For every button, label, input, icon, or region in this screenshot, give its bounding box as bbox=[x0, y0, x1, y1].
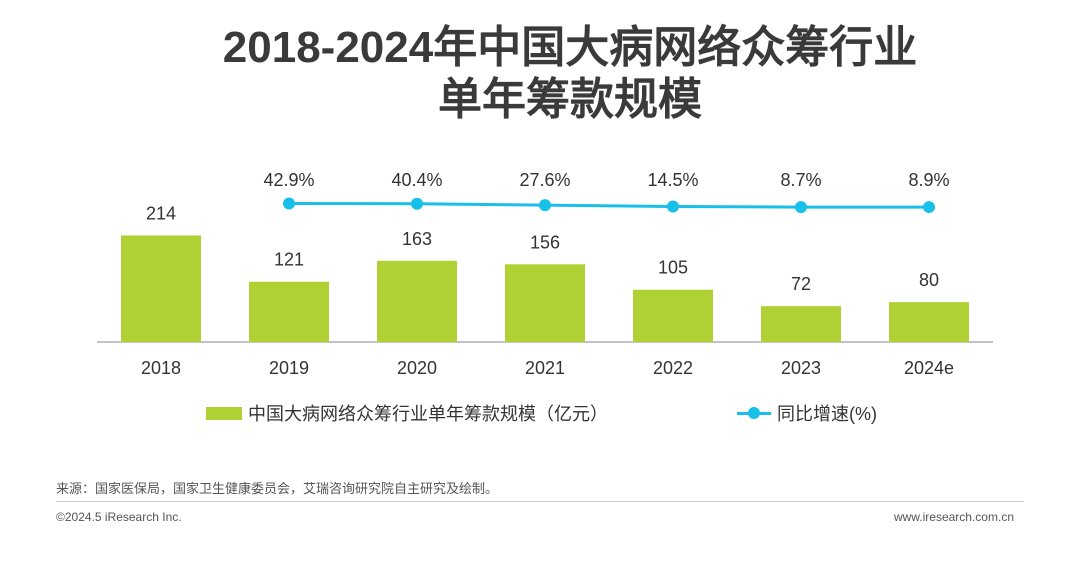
website-link[interactable]: www.iresearch.com.cn bbox=[893, 510, 1014, 524]
source-note: 来源：国家医保局，国家卫生健康委员会，艾瑞咨询研究院自主研究及绘制。 bbox=[56, 481, 499, 496]
chart-title-line-2: 单年筹款规模 bbox=[438, 75, 702, 124]
legend-bar-swatch bbox=[206, 406, 242, 420]
x-tick-label-2020: 2020 bbox=[397, 358, 437, 378]
bar-value-label-2024e: 80 bbox=[919, 270, 939, 290]
growth-point-2023 bbox=[795, 201, 807, 214]
x-tick-label-2024e: 2024e bbox=[904, 358, 954, 378]
x-tick-label-2018: 2018 bbox=[141, 358, 181, 378]
bar-2022 bbox=[633, 289, 713, 342]
bar-value-label-2020: 163 bbox=[402, 229, 432, 249]
legend-line-marker-icon bbox=[737, 406, 771, 419]
bar-2023 bbox=[761, 306, 841, 342]
legend-line-label: 同比增速(%) bbox=[777, 404, 877, 424]
legend-bar-label: 中国大病网络众筹行业单年筹款规模（亿元） bbox=[248, 404, 608, 424]
growth-label-2024e: 8.9% bbox=[908, 170, 949, 190]
x-tick-label-2023: 2023 bbox=[781, 358, 821, 378]
bar-value-label-2019: 121 bbox=[274, 250, 304, 270]
bar-value-label-2023: 72 bbox=[791, 274, 811, 294]
chart-plot: 214 2018 121 2019 163 2020 156 2021 105 2022 72 202… bbox=[97, 170, 993, 378]
growth-label-2021: 27.6% bbox=[519, 170, 570, 190]
growth-label-2022: 14.5% bbox=[647, 170, 698, 190]
growth-label-2023: 8.7% bbox=[780, 170, 821, 190]
growth-point-2019 bbox=[283, 197, 295, 210]
copyright-text: ©2024.5 iResearch Inc. bbox=[56, 510, 182, 524]
growth-point-2024e bbox=[923, 201, 935, 214]
legend-item-bar: 中国大病网络众筹行业单年筹款规模（亿元） bbox=[206, 400, 608, 426]
growth-point-2020 bbox=[411, 197, 423, 210]
chart-title: 2018-2024年中国大病网络众筹行业 单年筹款规模 bbox=[0, 22, 1080, 126]
growth-point-2021 bbox=[539, 199, 551, 212]
growth-label-2020: 40.4% bbox=[391, 170, 442, 190]
footer-divider bbox=[56, 501, 1024, 502]
bar-value-label-2022: 105 bbox=[658, 258, 688, 278]
x-tick-label-2021: 2021 bbox=[525, 358, 565, 378]
chart-title-line-1: 2018-2024年中国大病网络众筹行业 bbox=[222, 23, 918, 72]
bar-2018 bbox=[121, 235, 201, 342]
bar-2019 bbox=[249, 281, 329, 342]
bar-2020 bbox=[377, 260, 457, 342]
bar-2024e bbox=[889, 302, 969, 342]
x-tick-label-2022: 2022 bbox=[653, 358, 693, 378]
growth-rate-line bbox=[288, 201, 930, 209]
growth-point-2022 bbox=[667, 200, 679, 213]
bar-value-label-2018: 214 bbox=[146, 203, 176, 223]
legend-item-line: 同比增速(%) bbox=[737, 400, 877, 426]
bar-value-label-2021: 156 bbox=[530, 232, 560, 252]
growth-label-2019: 42.9% bbox=[263, 170, 314, 190]
x-tick-label-2019: 2019 bbox=[269, 358, 309, 378]
bar-2021 bbox=[505, 264, 585, 342]
